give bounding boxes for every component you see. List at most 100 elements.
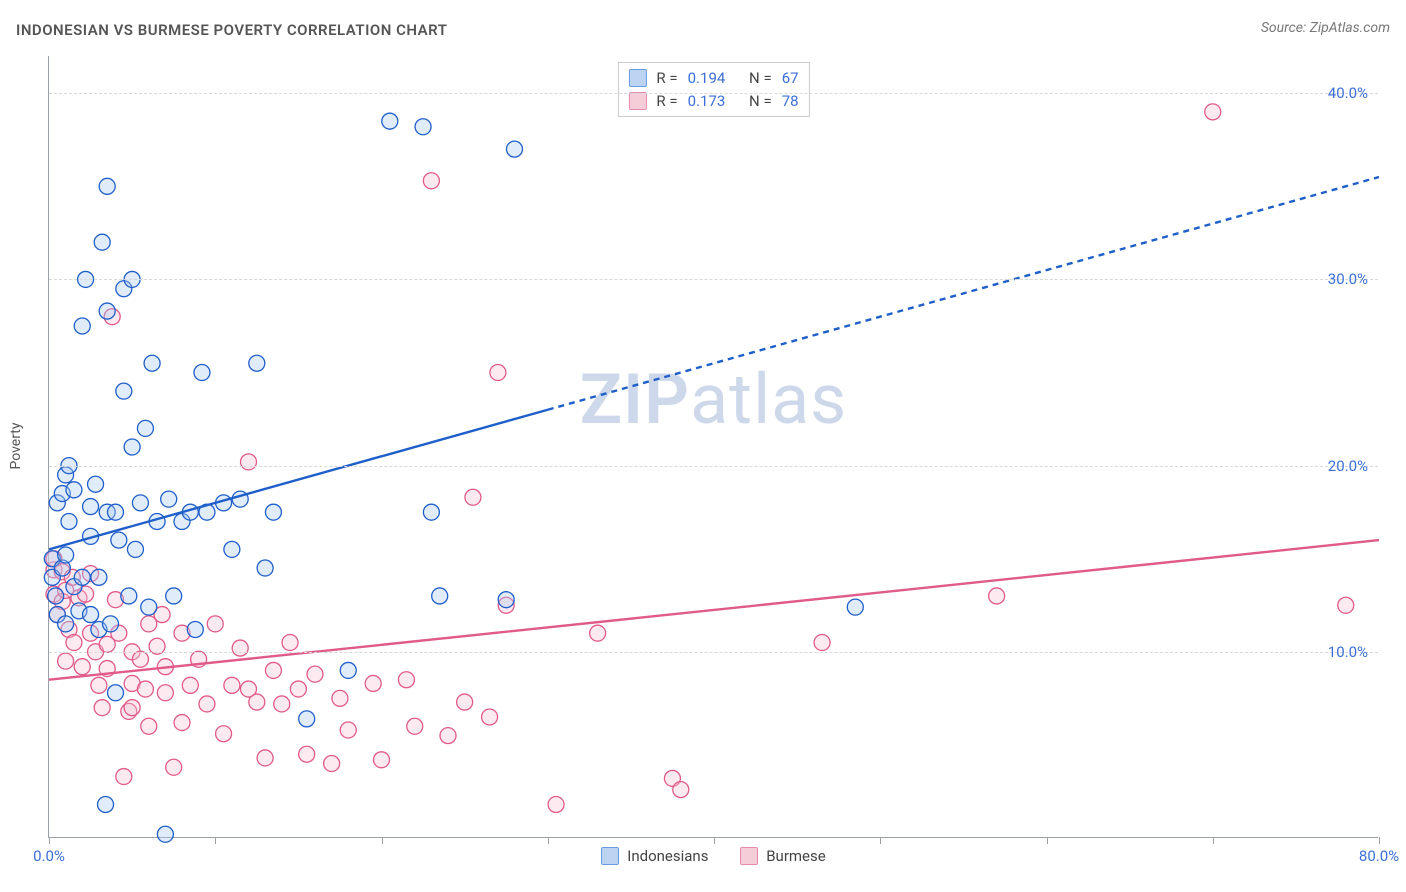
scatter-point <box>989 588 1005 604</box>
y-tick-label: 10.0% <box>1328 643 1368 661</box>
scatter-point <box>265 662 281 678</box>
scatter-point <box>74 318 90 334</box>
scatter-point <box>91 677 107 693</box>
n-value-indonesians: 67 <box>782 67 799 90</box>
scatter-point <box>157 685 173 701</box>
scatter-point <box>673 782 689 798</box>
trend-line <box>548 177 1379 410</box>
scatter-point <box>282 635 298 651</box>
scatter-point <box>398 672 414 688</box>
scatter-point <box>141 599 157 615</box>
scatter-point <box>1205 104 1221 120</box>
swatch-burmese-icon <box>740 847 758 865</box>
scatter-point <box>440 728 456 744</box>
scatter-point <box>132 495 148 511</box>
scatter-point <box>174 715 190 731</box>
scatter-point <box>108 504 124 520</box>
scatter-point <box>340 662 356 678</box>
series-legend: Indonesians Burmese <box>49 847 1378 869</box>
scatter-point <box>121 588 137 604</box>
scatter-point <box>99 178 115 194</box>
scatter-point <box>124 700 140 716</box>
scatter-point <box>257 750 273 766</box>
scatter-point <box>98 796 114 812</box>
scatter-point <box>365 675 381 691</box>
scatter-point <box>1338 597 1354 613</box>
scatter-point <box>124 439 140 455</box>
scatter-point <box>182 677 198 693</box>
y-tick-label: 20.0% <box>1328 457 1368 475</box>
scatter-point <box>299 711 315 727</box>
correlation-legend: R = 0.194 N = 67 R = 0.173 N = 78 <box>617 62 809 117</box>
scatter-point <box>137 681 153 697</box>
trend-line <box>49 410 548 550</box>
scatter-point <box>415 119 431 135</box>
r-label: R = <box>656 67 677 90</box>
scatter-point <box>111 532 127 548</box>
scatter-point <box>66 635 82 651</box>
scatter-point <box>161 491 177 507</box>
scatter-point <box>332 690 348 706</box>
legend-item-indonesians: Indonesians <box>601 847 708 865</box>
scatter-point <box>74 659 90 675</box>
scatter-point <box>61 513 77 529</box>
scatter-point <box>498 592 514 608</box>
scatter-point <box>83 499 99 515</box>
x-tick-label: 0.0% <box>33 847 65 865</box>
source-label: Source: ZipAtlas.com <box>1261 20 1390 36</box>
scatter-point <box>166 759 182 775</box>
scatter-point <box>590 625 606 641</box>
legend-item-burmese: Burmese <box>740 847 826 865</box>
scatter-point <box>216 726 232 742</box>
scatter-point <box>141 718 157 734</box>
scatter-point <box>548 796 564 812</box>
scatter-point <box>423 173 439 189</box>
legend-label-burmese: Burmese <box>766 847 826 865</box>
swatch-indonesians <box>628 69 646 87</box>
scatter-point <box>241 454 257 470</box>
scatter-point <box>132 651 148 667</box>
scatter-point <box>199 696 215 712</box>
scatter-point <box>482 709 498 725</box>
scatter-point <box>66 482 82 498</box>
scatter-point <box>847 599 863 615</box>
swatch-indonesians-icon <box>601 847 619 865</box>
scatter-svg <box>49 56 1378 837</box>
scatter-point <box>157 826 173 842</box>
scatter-point <box>207 616 223 632</box>
scatter-point <box>257 560 273 576</box>
scatter-point <box>224 541 240 557</box>
scatter-point <box>166 588 182 604</box>
scatter-point <box>249 355 265 371</box>
scatter-point <box>88 476 104 492</box>
scatter-point <box>116 769 132 785</box>
trend-line <box>49 540 1379 680</box>
scatter-point <box>490 365 506 381</box>
scatter-point <box>58 616 74 632</box>
legend-row-indonesians: R = 0.194 N = 67 <box>628 67 798 90</box>
scatter-point <box>83 607 99 623</box>
scatter-point <box>457 694 473 710</box>
scatter-point <box>290 681 306 697</box>
scatter-point <box>232 640 248 656</box>
scatter-point <box>116 383 132 399</box>
r-value-indonesians: 0.194 <box>688 67 726 90</box>
swatch-burmese <box>628 92 646 110</box>
scatter-point <box>127 541 143 557</box>
scatter-point <box>137 420 153 436</box>
scatter-point <box>58 547 74 563</box>
scatter-point <box>324 756 340 772</box>
scatter-point <box>249 694 265 710</box>
legend-label-indonesians: Indonesians <box>627 847 708 865</box>
scatter-point <box>265 504 281 520</box>
scatter-point <box>299 746 315 762</box>
scatter-point <box>307 666 323 682</box>
scatter-point <box>465 489 481 505</box>
scatter-point <box>91 569 107 585</box>
scatter-point <box>224 677 240 693</box>
scatter-point <box>814 635 830 651</box>
scatter-point <box>99 303 115 319</box>
scatter-point <box>94 700 110 716</box>
chart-title: INDONESIAN VS BURMESE POVERTY CORRELATIO… <box>16 21 447 39</box>
scatter-point <box>48 588 64 604</box>
